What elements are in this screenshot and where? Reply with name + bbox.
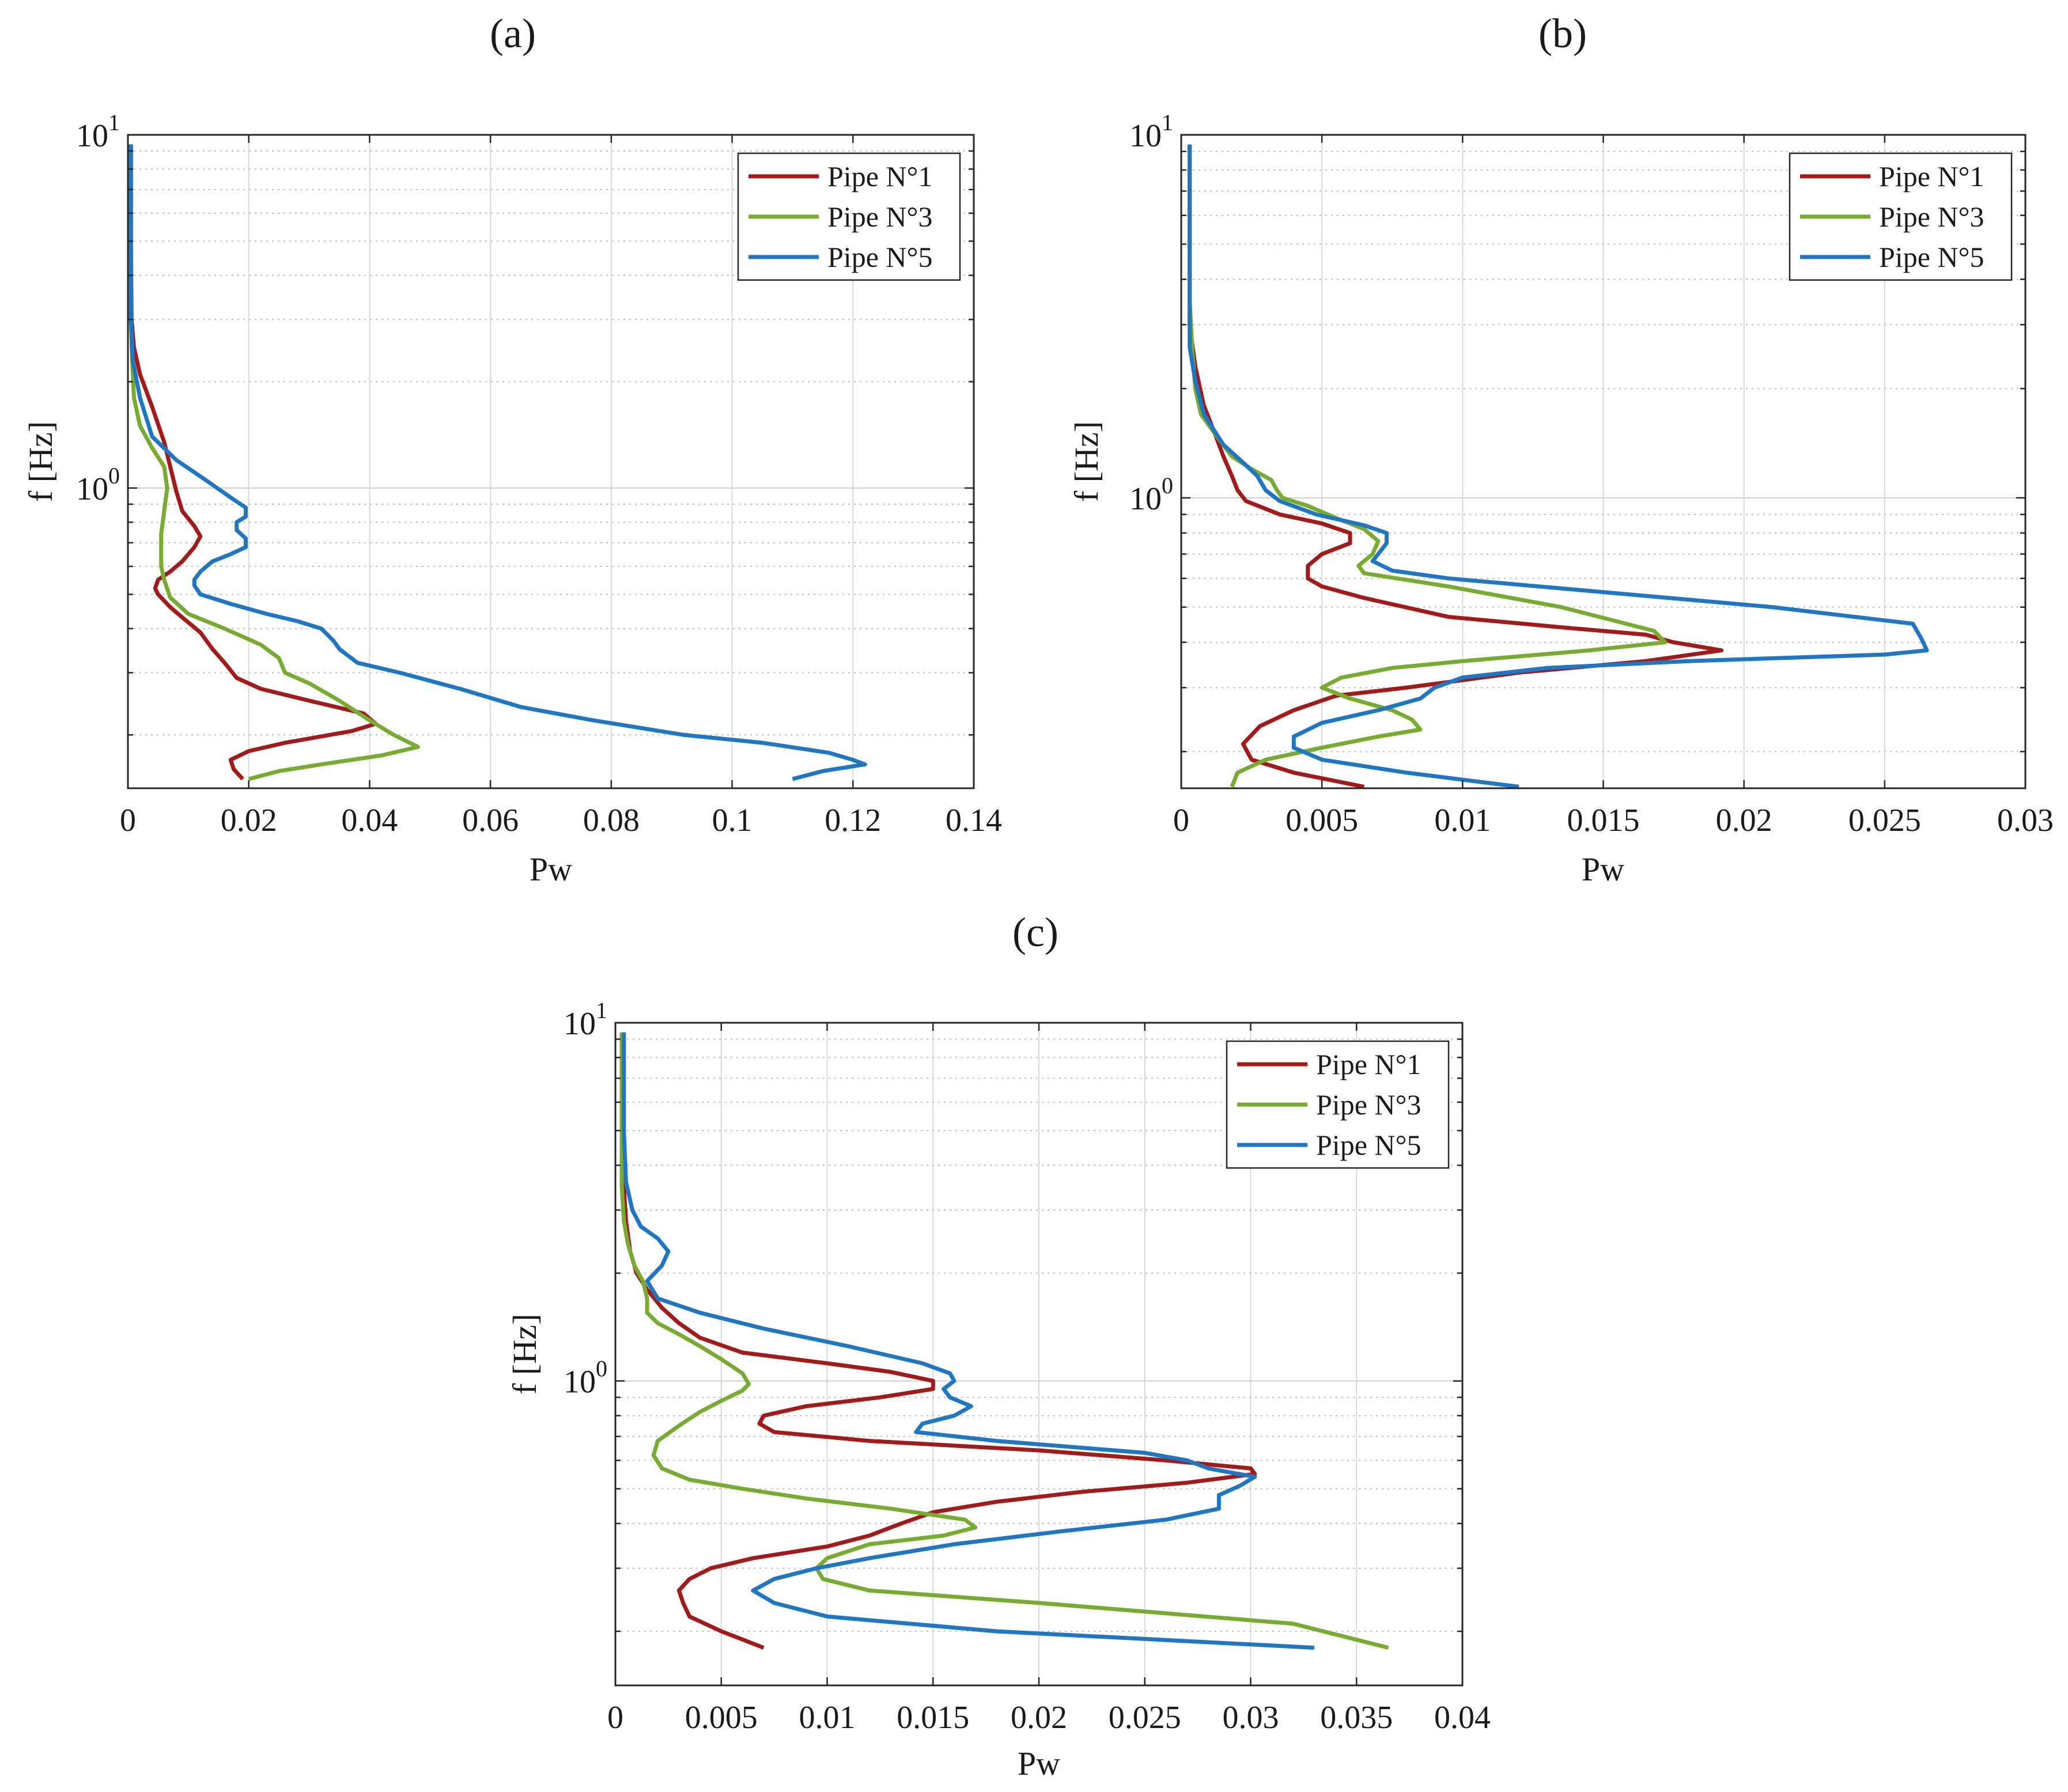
panel-c-x-tick-label: 0.04	[1434, 1700, 1491, 1736]
panel-c-x-tick-label: 0.035	[1320, 1700, 1393, 1736]
panel-b: (b) 0 0.005 0.01 0.015 0.02 0.025 0.03 100 101 P…	[1068, 10, 2054, 888]
panel-a: (a) 0 0.02 0.04 0.06 0.08 0.1 0.12 0.14 100 101 P…	[22, 10, 1002, 888]
panel-b-x-tick-label: 0.03	[1997, 803, 2054, 838]
panel-c-series-line-pipe-1	[622, 1032, 1257, 1650]
panel-b-y-axis-label: f [Hz]	[1068, 421, 1105, 502]
panel-a-label: (a)	[490, 10, 536, 56]
panel-c-x-tick-label: 0	[607, 1700, 623, 1736]
panel-c-series-line-pipe-5	[622, 1032, 1314, 1650]
panel-c-x-tick-label: 0.01	[799, 1700, 856, 1736]
panel-a-plot-area	[127, 134, 975, 789]
panel-a-x-tick-label: 0.1	[712, 803, 753, 838]
panel-a-x-tick-label: 0.06	[462, 803, 519, 838]
panel-b-legend: Pipe N°1 Pipe N°3 Pipe N°5	[1789, 152, 2013, 281]
panel-c-x-tick-label: 0.015	[897, 1700, 969, 1736]
panel-b-x-tick-label: 0.025	[1848, 803, 1921, 838]
panel-b-x-axis-label: Pw	[1582, 850, 1624, 888]
panel-c-x-axis-label: Pw	[1018, 1745, 1060, 1782]
panel-a-legend-entry: Pipe N°1	[827, 160, 933, 192]
panel-a-x-tick-label: 0.12	[825, 803, 881, 838]
panel-a-x-tick-label: 0.02	[221, 803, 277, 838]
panel-c-legend-entry: Pipe N°3	[1316, 1088, 1421, 1121]
panel-a-series-line-pipe-1	[128, 144, 378, 781]
panel-a-x-tick-label: 0.14	[946, 803, 1002, 838]
panel-a-legend-entry: Pipe N°3	[827, 201, 933, 233]
panel-c-x-tick-label: 0.03	[1223, 1700, 1279, 1736]
panel-a-x-tick-label: 0.08	[583, 803, 640, 838]
panel-b-y-tick-label: 101	[1129, 109, 1173, 154]
panel-c-y-tick-label: 100	[564, 1356, 607, 1400]
panel-b-legend-entry: Pipe N°3	[1879, 201, 1984, 233]
panel-a-y-tick-label: 100	[76, 463, 120, 507]
panel-a-series-line-pipe-5	[128, 144, 867, 781]
panel-a-series-line-pipe-3	[128, 144, 420, 781]
panel-c-x-tick-label: 0.02	[1011, 1700, 1067, 1736]
panel-c-label: (c)	[1012, 909, 1058, 955]
panel-a-y-tick-label: 101	[76, 109, 120, 154]
panel-a-x-axis-label: Pw	[530, 850, 572, 888]
panel-c-x-tick-label: 0.025	[1109, 1700, 1181, 1736]
panel-b-x-tick-label: 0.005	[1286, 803, 1358, 838]
panel-c-legend-entry: Pipe N°1	[1316, 1048, 1421, 1080]
panel-a-x-tick-label: 0.04	[341, 803, 398, 838]
panel-a-legend: Pipe N°1 Pipe N°3 Pipe N°5	[737, 152, 961, 281]
panel-c-y-axis-label: f [Hz]	[506, 1314, 543, 1394]
panel-c-y-tick-label: 101	[564, 997, 607, 1042]
panel-c-x-tick-label: 0.005	[685, 1700, 758, 1736]
panel-a-y-axis-label: f [Hz]	[22, 421, 59, 502]
panel-b-x-tick-label: 0.01	[1434, 803, 1491, 838]
panel-c: (c) 0 0.005 0.01 0.015 0.02 0.025 0.03 0.035 0.0…	[506, 909, 1491, 1782]
panel-b-y-tick-label: 100	[1129, 472, 1173, 517]
panel-c-legend: Pipe N°1 Pipe N°3 Pipe N°5	[1226, 1040, 1450, 1169]
panel-b-x-tick-label: 0.015	[1567, 803, 1640, 838]
panel-b-legend-entry: Pipe N°5	[1879, 241, 1984, 273]
panel-b-legend-entry: Pipe N°1	[1879, 160, 1984, 192]
panel-b-series-line-pipe-1	[1188, 144, 1724, 789]
panel-b-series-line-pipe-5	[1188, 144, 1929, 789]
panel-c-series-line-pipe-3	[619, 1032, 1389, 1650]
panel-b-x-tick-label: 0.02	[1716, 803, 1772, 838]
panel-b-x-tick-label: 0	[1173, 803, 1189, 838]
panel-a-legend-entry: Pipe N°5	[827, 241, 933, 273]
panel-a-x-tick-label: 0	[120, 803, 136, 838]
panel-c-legend-entry: Pipe N°5	[1316, 1129, 1421, 1161]
panel-b-label: (b)	[1538, 10, 1587, 56]
